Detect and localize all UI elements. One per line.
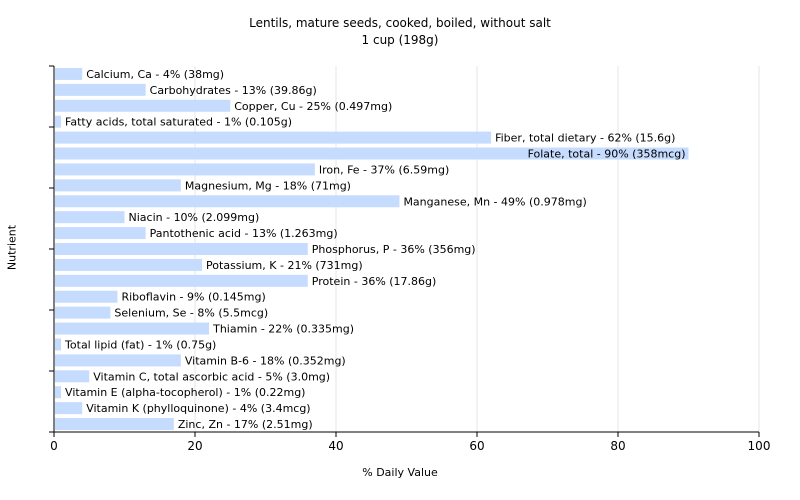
x-tick-label: 20 [187, 439, 202, 453]
bar-label: Zinc, Zn - 17% (2.51mg) [178, 418, 313, 431]
bar [55, 418, 174, 431]
bar-label: Calcium, Ca - 4% (38mg) [86, 68, 224, 81]
x-tick-label: 80 [610, 439, 625, 453]
bar [55, 83, 146, 96]
bar [55, 211, 125, 224]
bar [55, 306, 111, 319]
bar-label: Protein - 36% (17.86g) [312, 275, 437, 288]
bar-label: Thiamin - 22% (0.335mg) [212, 323, 354, 336]
bar-label: Vitamin C, total ascorbic acid - 5% (3.0… [93, 370, 330, 383]
x-tick-label: 40 [328, 439, 343, 453]
bar-label: Vitamin B-6 - 18% (0.352mg) [185, 354, 346, 367]
x-tick-label: 60 [469, 439, 484, 453]
bar [55, 147, 689, 160]
chart-title: Lentils, mature seeds, cooked, boiled, w… [249, 16, 551, 30]
bar-label: Niacin - 10% (2.099mg) [129, 211, 260, 224]
bar [55, 179, 181, 192]
bar-label: Riboflavin - 9% (0.145mg) [121, 291, 265, 304]
chart-subtitle: 1 cup (198g) [361, 33, 439, 47]
bar-label: Total lipid (fat) - 1% (0.75g) [64, 338, 216, 351]
bar [55, 290, 118, 303]
bar [55, 131, 492, 144]
bar [55, 243, 308, 255]
bars: Calcium, Ca - 4% (38mg) Carbohydrates - 1… [55, 67, 689, 431]
bar-label: Potassium, K - 21% (731mg) [206, 259, 363, 272]
bar [55, 386, 62, 399]
bar-label: Manganese, Mn - 49% (0.978mg) [403, 195, 586, 208]
bar-label: Fiber, total dietary - 62% (15.6g) [495, 132, 675, 145]
bar [55, 99, 231, 112]
bar [55, 195, 400, 208]
bar [55, 322, 210, 335]
bar-label: Magnesium, Mg - 18% (71mg) [185, 179, 351, 192]
bar [55, 227, 146, 240]
bar [55, 274, 308, 287]
bar [55, 258, 203, 271]
bar [55, 354, 181, 367]
bar [55, 338, 62, 351]
bar [55, 402, 83, 415]
bar-label: Carbohydrates - 13% (39.86g) [150, 84, 317, 97]
bar [55, 67, 83, 80]
bar-label: Pantothenic acid - 13% (1.263mg) [150, 227, 338, 240]
bar-label: Phosphorus, P - 36% (356mg) [312, 243, 476, 256]
bar-label: Fatty acids, total saturated - 1% (0.105… [65, 116, 292, 129]
axes: 0 20 40 60 80 100 [49, 65, 771, 453]
bar-label: Selenium, Se - 8% (5.5mcg) [114, 307, 268, 320]
x-axis-label: % Daily Value [362, 466, 438, 479]
bar-label: Vitamin E (alpha-tocopherol) - 1% (0.22m… [65, 386, 305, 399]
bar [55, 163, 315, 176]
x-tick-label: 100 [748, 439, 771, 453]
bar [55, 370, 90, 383]
bar-label: Folate, total - 90% (358mcg) [528, 148, 686, 161]
x-tick-label: 0 [50, 439, 58, 453]
bar [55, 115, 62, 128]
bar-label: Iron, Fe - 37% (6.59mg) [319, 163, 449, 176]
bar-label: Copper, Cu - 25% (0.497mg) [234, 100, 392, 113]
bar-label: Vitamin K (phylloquinone) - 4% (3.4mcg) [86, 402, 310, 415]
